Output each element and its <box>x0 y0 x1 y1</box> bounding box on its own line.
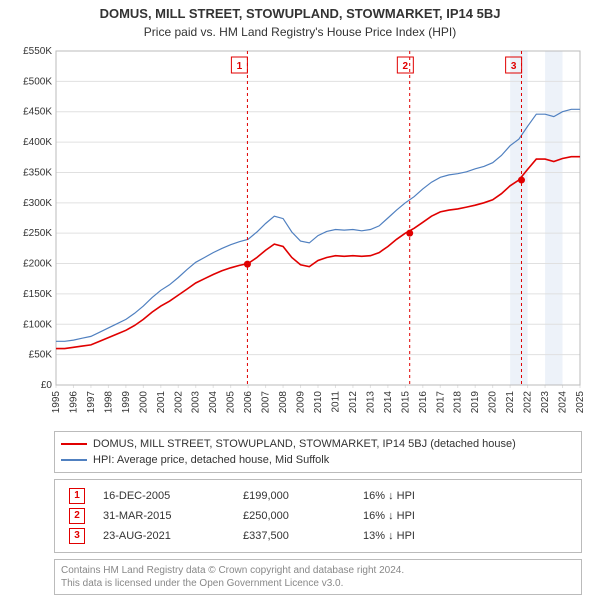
sale-row: 2 31-MAR-2015£250,00016% ↓ HPI <box>63 506 573 526</box>
sale-delta: 16% ↓ HPI <box>357 486 573 506</box>
sale-date: 31-MAR-2015 <box>97 506 237 526</box>
legend-label: HPI: Average price, detached house, Mid … <box>93 452 329 468</box>
svg-text:2023: 2023 <box>540 391 551 414</box>
svg-text:2021: 2021 <box>505 391 516 414</box>
page-subtitle: Price paid vs. HM Land Registry's House … <box>0 21 600 45</box>
svg-text:2024: 2024 <box>558 391 569 414</box>
svg-text:£0: £0 <box>41 380 53 391</box>
legend-swatch-red <box>61 443 87 445</box>
sale-price: £337,500 <box>237 526 357 546</box>
svg-text:2010: 2010 <box>313 391 324 414</box>
svg-text:2: 2 <box>403 61 409 72</box>
svg-text:£350K: £350K <box>23 167 52 178</box>
svg-text:2018: 2018 <box>453 391 464 414</box>
attribution-line: Contains HM Land Registry data © Crown c… <box>61 564 575 577</box>
svg-text:2016: 2016 <box>418 391 429 414</box>
sale-date: 16-DEC-2005 <box>97 486 237 506</box>
legend-label: DOMUS, MILL STREET, STOWUPLAND, STOWMARK… <box>93 436 516 452</box>
svg-text:2008: 2008 <box>278 391 289 414</box>
svg-text:1998: 1998 <box>103 391 114 414</box>
svg-text:2001: 2001 <box>156 391 167 414</box>
sale-marker: 3 <box>69 528 85 544</box>
svg-text:1996: 1996 <box>68 391 79 414</box>
svg-text:£50K: £50K <box>29 350 53 361</box>
svg-text:2022: 2022 <box>523 391 534 414</box>
legend-row-subject: DOMUS, MILL STREET, STOWUPLAND, STOWMARK… <box>61 436 575 452</box>
svg-text:2011: 2011 <box>330 391 341 413</box>
svg-text:2014: 2014 <box>383 391 394 414</box>
svg-text:2006: 2006 <box>243 391 254 414</box>
sale-delta: 13% ↓ HPI <box>357 526 573 546</box>
svg-text:2025: 2025 <box>575 391 586 414</box>
legend-swatch-blue <box>61 459 87 461</box>
svg-text:£200K: £200K <box>23 259 52 270</box>
sale-row: 1 16-DEC-2005£199,00016% ↓ HPI <box>63 486 573 506</box>
svg-text:1: 1 <box>237 61 243 72</box>
svg-text:2000: 2000 <box>138 391 149 414</box>
svg-text:2007: 2007 <box>261 391 272 414</box>
svg-text:1995: 1995 <box>51 391 62 414</box>
sale-row: 3 23-AUG-2021£337,50013% ↓ HPI <box>63 526 573 546</box>
page-title: DOMUS, MILL STREET, STOWUPLAND, STOWMARK… <box>0 0 600 21</box>
svg-text:2002: 2002 <box>173 391 184 414</box>
svg-text:2005: 2005 <box>226 391 237 414</box>
svg-text:£400K: £400K <box>23 137 52 148</box>
price-chart: £0 £50K £100K £150K £200K £250K £300K £350K £400… <box>10 45 590 425</box>
sales-table: 1 16-DEC-2005£199,00016% ↓ HPI 2 31-MAR-201… <box>54 479 582 553</box>
svg-text:£150K: £150K <box>23 289 52 300</box>
svg-text:1999: 1999 <box>121 391 132 414</box>
svg-text:2015: 2015 <box>400 391 411 414</box>
svg-text:2004: 2004 <box>208 391 219 414</box>
svg-text:2013: 2013 <box>365 391 376 414</box>
svg-text:£100K: £100K <box>23 319 52 330</box>
svg-text:2019: 2019 <box>470 391 481 414</box>
sale-marker: 2 <box>69 508 85 524</box>
legend: DOMUS, MILL STREET, STOWUPLAND, STOWMARK… <box>54 431 582 473</box>
svg-text:£500K: £500K <box>23 76 52 87</box>
sale-date: 23-AUG-2021 <box>97 526 237 546</box>
sale-price: £199,000 <box>237 486 357 506</box>
svg-text:£250K: £250K <box>23 228 52 239</box>
svg-text:£300K: £300K <box>23 198 52 209</box>
svg-text:2020: 2020 <box>488 391 499 414</box>
svg-text:1997: 1997 <box>86 391 97 414</box>
svg-text:2003: 2003 <box>191 391 202 414</box>
svg-text:2009: 2009 <box>296 391 307 414</box>
svg-text:£550K: £550K <box>23 46 52 57</box>
svg-text:2017: 2017 <box>435 391 446 414</box>
svg-text:3: 3 <box>511 61 517 72</box>
svg-text:2012: 2012 <box>348 391 359 414</box>
attribution-line: This data is licensed under the Open Gov… <box>61 577 575 590</box>
sale-delta: 16% ↓ HPI <box>357 506 573 526</box>
legend-row-hpi: HPI: Average price, detached house, Mid … <box>61 452 575 468</box>
sale-marker: 1 <box>69 488 85 504</box>
svg-text:£450K: £450K <box>23 107 52 118</box>
sale-price: £250,000 <box>237 506 357 526</box>
